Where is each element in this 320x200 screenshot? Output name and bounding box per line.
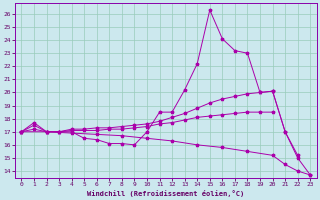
X-axis label: Windchill (Refroidissement éolien,°C): Windchill (Refroidissement éolien,°C) <box>87 190 244 197</box>
